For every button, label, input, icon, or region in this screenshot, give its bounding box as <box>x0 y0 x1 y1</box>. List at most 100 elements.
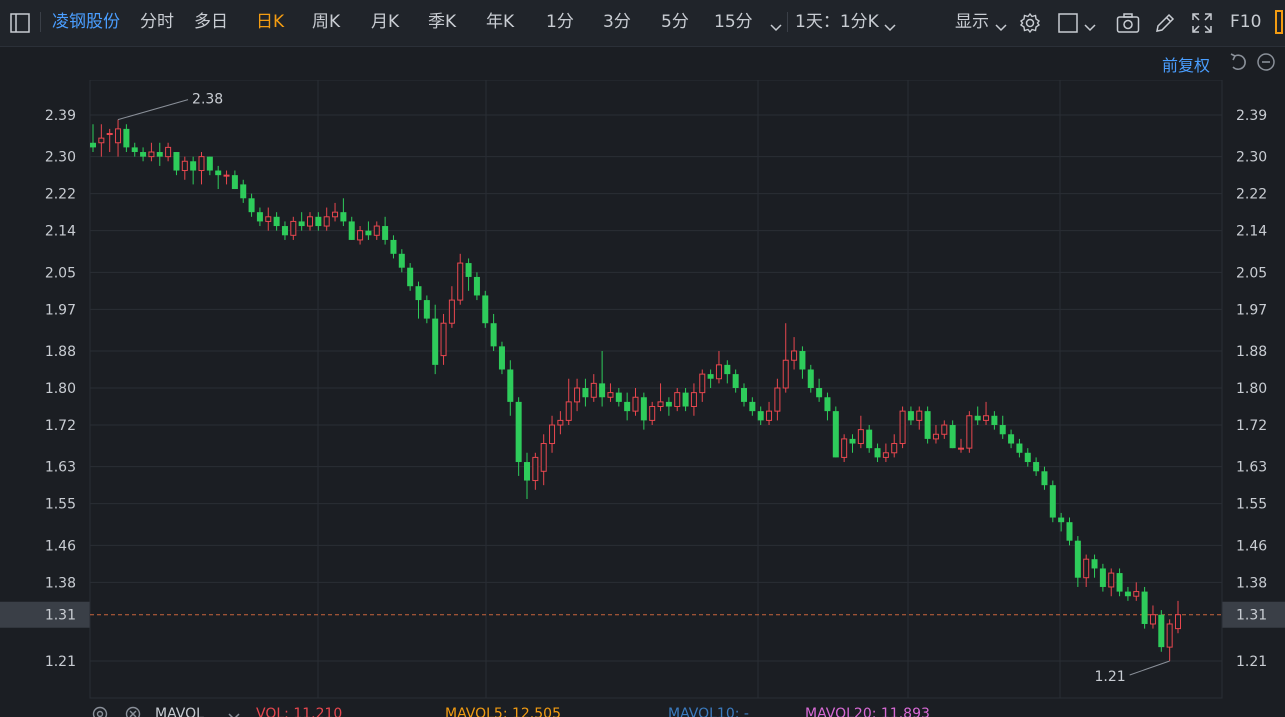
candle-body[interactable] <box>624 401 631 412</box>
sidebar-toggle-icon[interactable] <box>10 13 30 37</box>
candle-body[interactable] <box>699 373 706 394</box>
candle-body[interactable] <box>1091 559 1098 569</box>
candle-body[interactable] <box>398 253 405 268</box>
candle-body[interactable] <box>440 322 447 357</box>
candle-body[interactable] <box>615 392 622 402</box>
candle-body[interactable] <box>841 438 848 458</box>
candle-body[interactable] <box>565 401 572 421</box>
candle-body[interactable] <box>941 424 948 435</box>
candle-body[interactable] <box>123 128 130 148</box>
kline-chart[interactable]: 2.39 2.39 2.30 2.30 2.22 2.22 2.14 2.14 2.05 2.05… <box>0 79 1285 700</box>
candle-body[interactable] <box>140 152 147 157</box>
candle-body[interactable] <box>649 406 656 421</box>
candle-body[interactable] <box>415 286 422 301</box>
candle-body[interactable] <box>857 429 864 445</box>
checkbox-icon[interactable] <box>1058 13 1078 37</box>
candle-body[interactable] <box>1116 573 1123 592</box>
candle-body[interactable] <box>498 346 505 370</box>
kline-svg[interactable]: 2.39 2.39 2.30 2.30 2.22 2.22 2.14 2.14 2.05 2.05… <box>0 79 1285 700</box>
candle-body[interactable] <box>281 226 288 236</box>
candle-body[interactable] <box>315 216 322 227</box>
candle-body[interactable] <box>473 276 480 296</box>
tab-multiday[interactable]: 多日 <box>194 12 228 32</box>
candle-body[interactable] <box>223 174 230 177</box>
candle-body[interactable] <box>924 411 931 439</box>
candle-body[interactable] <box>757 411 764 421</box>
candle-body[interactable] <box>115 128 122 144</box>
zoom-out-icon[interactable] <box>1256 52 1276 76</box>
candle-body[interactable] <box>323 216 330 227</box>
tab-1min[interactable]: 1分 <box>546 12 574 32</box>
candle-body[interactable] <box>732 374 739 388</box>
candle-body[interactable] <box>423 300 430 319</box>
candle-body[interactable] <box>740 388 748 402</box>
pencil-icon[interactable] <box>1154 12 1176 38</box>
candle-body[interactable] <box>782 359 789 389</box>
candle-body[interactable] <box>899 410 906 445</box>
candle-body[interactable] <box>1133 591 1140 597</box>
tab-daily-k[interactable]: 日K <box>256 12 285 32</box>
candle-body[interactable] <box>298 221 305 227</box>
candle-body[interactable] <box>1174 614 1182 630</box>
candle-body[interactable] <box>457 262 464 301</box>
candle-body[interactable] <box>382 226 389 240</box>
candle-body[interactable] <box>181 160 188 172</box>
candle-body[interactable] <box>1016 443 1023 453</box>
candle-body[interactable] <box>1074 540 1081 578</box>
display-menu[interactable]: 显示 <box>955 12 989 32</box>
candle-body[interactable] <box>907 411 914 421</box>
candle-body[interactable] <box>173 152 180 171</box>
period-select[interactable]: 1天：1分K <box>795 12 879 32</box>
candle-body[interactable] <box>966 415 973 449</box>
candle-body[interactable] <box>932 433 939 440</box>
candle-body[interactable] <box>348 221 355 240</box>
candle-body[interactable] <box>549 424 556 445</box>
candle-body[interactable] <box>231 175 238 190</box>
tab-3min[interactable]: 3分 <box>603 12 631 32</box>
candle-body[interactable] <box>1166 623 1173 648</box>
candle-body[interactable] <box>707 374 714 379</box>
tab-5min[interactable]: 5分 <box>661 12 689 32</box>
candle-body[interactable] <box>983 415 990 421</box>
candle-body[interactable] <box>357 230 364 241</box>
candle-body[interactable] <box>332 211 339 218</box>
candle-body[interactable] <box>991 415 998 426</box>
chevron-down-icon[interactable] <box>228 710 240 717</box>
candle-body[interactable] <box>715 364 722 380</box>
candle-body[interactable] <box>1066 522 1073 541</box>
candle-body[interactable] <box>682 392 689 407</box>
candle-body[interactable] <box>1049 485 1056 518</box>
candle-body[interactable] <box>465 263 472 277</box>
candle-body[interactable] <box>1033 462 1040 472</box>
candle-body[interactable] <box>557 419 564 426</box>
candle-body[interactable] <box>1058 517 1065 523</box>
candle-body[interactable] <box>1149 614 1156 625</box>
fullscreen-icon[interactable] <box>1191 12 1213 38</box>
tab-15min[interactable]: 15分 <box>714 12 753 32</box>
gear-icon[interactable] <box>1019 12 1041 38</box>
candle-body[interactable] <box>882 452 889 458</box>
candle-body[interactable] <box>749 401 756 412</box>
candle-body[interactable] <box>766 410 773 421</box>
tab-quarterly-k[interactable]: 季K <box>428 12 457 32</box>
candle-body[interactable] <box>832 411 839 458</box>
candle-body[interactable] <box>665 401 672 407</box>
candle-body[interactable] <box>290 220 297 236</box>
stock-name[interactable]: 凌钢股份 <box>52 12 120 32</box>
candle-body[interactable] <box>824 397 831 412</box>
tab-monthly-k[interactable]: 月K <box>371 12 400 32</box>
candle-body[interactable] <box>574 387 581 403</box>
candle-body[interactable] <box>131 147 138 153</box>
candle-body[interactable] <box>156 152 163 157</box>
candle-body[interactable] <box>106 133 113 136</box>
candle-body[interactable] <box>791 350 798 361</box>
candle-body[interactable] <box>599 383 606 398</box>
candle-body[interactable] <box>674 392 681 408</box>
candle-body[interactable] <box>1141 591 1148 624</box>
candle-body[interactable] <box>1108 572 1115 588</box>
candle-body[interactable] <box>98 137 105 144</box>
candle-body[interactable] <box>256 212 263 222</box>
tab-timeshare[interactable]: 分时 <box>140 12 174 32</box>
candle-body[interactable] <box>640 397 647 421</box>
candle-body[interactable] <box>1099 568 1106 587</box>
